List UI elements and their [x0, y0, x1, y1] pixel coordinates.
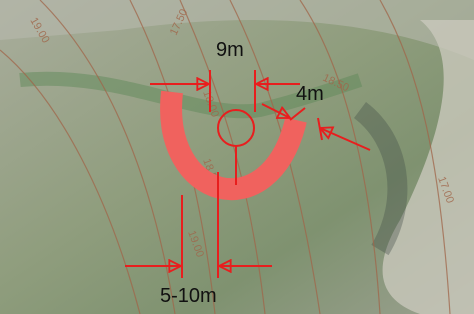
dimension-label: 4m — [296, 83, 324, 105]
annotated-aerial-map: 19.00 17.50 18.50 18.00 18.5 19.00 17.00… — [0, 0, 474, 314]
dimension-label: 9m — [216, 39, 244, 61]
dimension-label: 5-10m — [160, 285, 217, 307]
